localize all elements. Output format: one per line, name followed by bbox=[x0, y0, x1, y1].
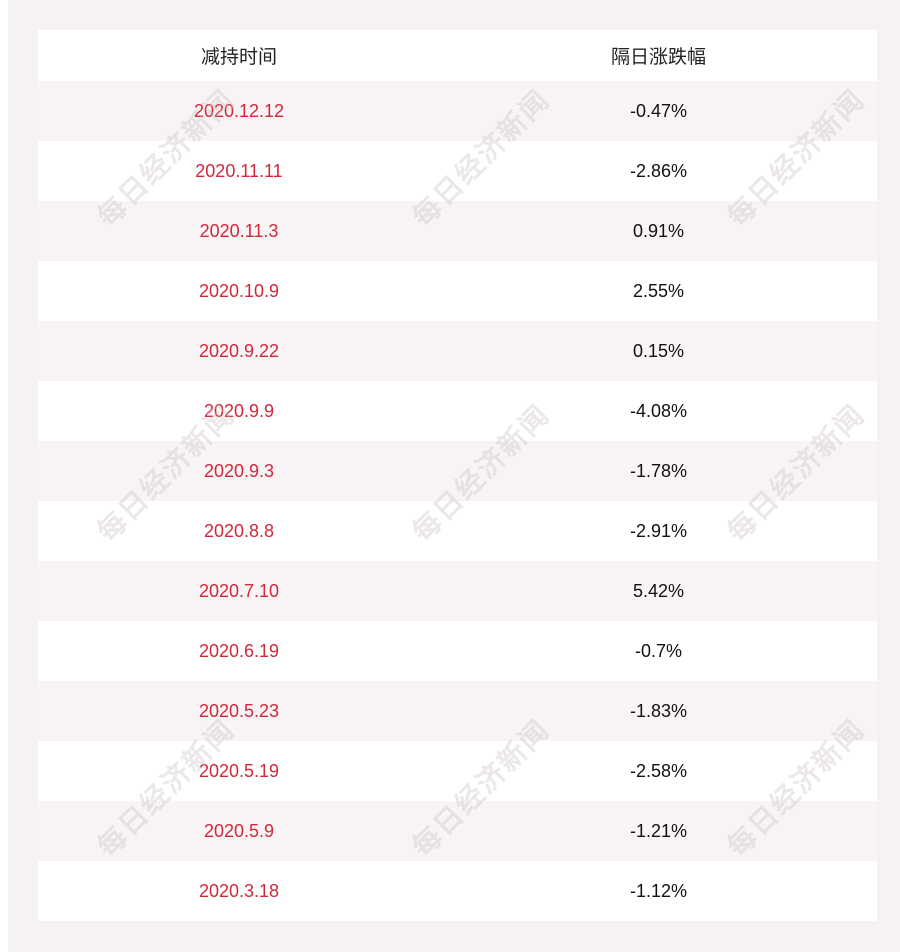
table-row: 2020.10.9 2.55% bbox=[38, 261, 877, 321]
table-row: 2020.9.9 -4.08% bbox=[38, 381, 877, 441]
date-cell: 2020.5.23 bbox=[198, 700, 280, 721]
table-row: 2020.11.3 0.91% bbox=[38, 201, 877, 261]
table-row: 2020.5.9 -1.21% bbox=[38, 801, 877, 861]
table-row: 2020.6.19 -0.7% bbox=[38, 621, 877, 681]
table-row: 2020.9.3 -1.78% bbox=[38, 441, 877, 501]
date-cell: 2020.9.22 bbox=[198, 340, 280, 361]
date-cell: 2020.10.9 bbox=[198, 280, 280, 301]
date-cell: 2020.7.10 bbox=[198, 580, 280, 601]
table-row: 2020.12.12 -0.47% bbox=[38, 81, 877, 141]
change-cell: -1.78% bbox=[629, 460, 688, 481]
date-cell: 2020.8.8 bbox=[203, 520, 275, 541]
change-cell: 0.15% bbox=[632, 340, 685, 361]
date-cell: 2020.5.9 bbox=[203, 820, 275, 841]
change-cell: 0.91% bbox=[632, 220, 685, 241]
table-row: 2020.9.22 0.15% bbox=[38, 321, 877, 381]
header-row: 减持时间 隔日涨跌幅 bbox=[38, 30, 877, 81]
date-cell: 2020.9.9 bbox=[203, 400, 275, 421]
change-cell: -1.12% bbox=[629, 880, 688, 901]
change-cell: -2.91% bbox=[629, 520, 688, 541]
date-cell: 2020.6.19 bbox=[198, 640, 280, 661]
header-cell: 减持时间 bbox=[200, 47, 277, 68]
date-cell: 2020.3.18 bbox=[198, 880, 280, 901]
table-row: 2020.5.23 -1.83% bbox=[38, 681, 877, 741]
change-cell: -2.58% bbox=[629, 760, 688, 781]
table-row: 2020.5.19 -2.58% bbox=[38, 741, 877, 801]
date-cell: 2020.5.19 bbox=[198, 760, 280, 781]
change-cell: -1.21% bbox=[629, 820, 688, 841]
change-cell: -2.86% bbox=[629, 160, 688, 181]
table-row: 2020.7.10 5.42% bbox=[38, 561, 877, 621]
table: 减持时间 隔日涨跌幅 2020.12.12 -0.47% 2020.11.11 -2.… bbox=[38, 30, 877, 921]
table-row: 2020.8.8 -2.91% bbox=[38, 501, 877, 561]
change-cell: -4.08% bbox=[629, 400, 688, 421]
page: 减持时间 隔日涨跌幅 2020.12.12 -0.47% 2020.11.11 -2.… bbox=[8, 0, 900, 952]
date-cell: 2020.9.3 bbox=[203, 460, 275, 481]
change-cell: 2.55% bbox=[632, 280, 685, 301]
header-cell: 隔日涨跌幅 bbox=[610, 47, 706, 68]
change-cell: -0.47% bbox=[629, 100, 688, 121]
table-row: 2020.3.18 -1.12% bbox=[38, 861, 877, 921]
change-cell: -1.83% bbox=[629, 700, 688, 721]
table-row: 2020.11.11 -2.86% bbox=[38, 141, 877, 201]
change-cell: 5.42% bbox=[632, 580, 685, 601]
date-cell: 2020.11.11 bbox=[195, 160, 283, 181]
change-cell: -0.7% bbox=[634, 640, 683, 661]
date-cell: 2020.11.3 bbox=[199, 220, 279, 241]
date-cell: 2020.12.12 bbox=[193, 100, 285, 121]
